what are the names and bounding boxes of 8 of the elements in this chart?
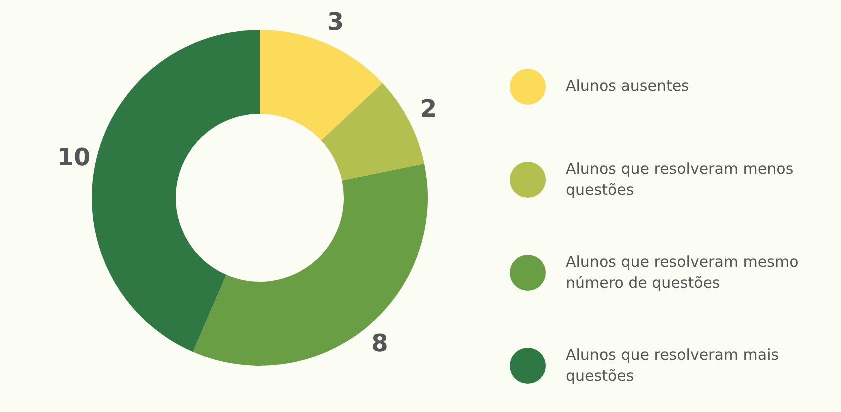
data-label: 3 [327, 8, 344, 36]
data-label: 2 [420, 94, 438, 123]
legend-label: Alunos ausentes [566, 76, 690, 97]
legend-label: Alunos que resolveram mesmo número de questões [566, 252, 800, 293]
legend-label: Alunos que resolveram mais questões [566, 345, 780, 386]
data-label: 10 [57, 144, 91, 172]
legend-label: Alunos que resolveram menos questões [566, 159, 795, 200]
data-label: 8 [372, 330, 388, 358]
